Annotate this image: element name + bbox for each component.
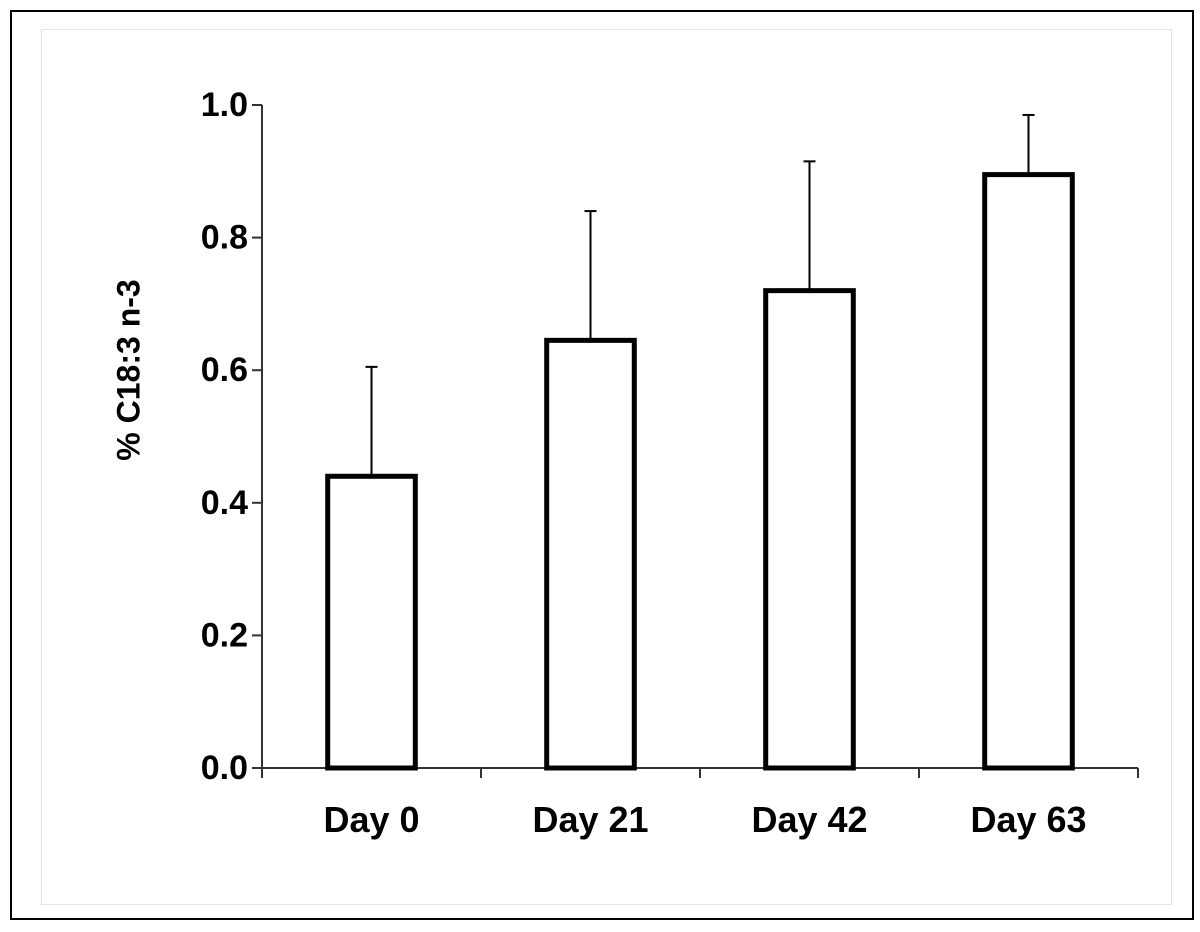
- y-tick-label: 0.0: [201, 749, 248, 787]
- y-ticks: 0.0 0.2 0.4 0.6 0.8 1.0: [201, 86, 262, 787]
- bar-day-0: [325, 473, 418, 771]
- bar-day-42: [763, 288, 856, 771]
- y-tick-label: 0.2: [201, 616, 248, 654]
- x-ticks: [261, 768, 1139, 778]
- bars: [325, 113, 1075, 771]
- plot-area-border: [41, 29, 1172, 905]
- y-tick-label: 1.0: [201, 86, 248, 124]
- y-axis-label: % C18:3 n-3: [110, 279, 146, 460]
- bar-day-63: [982, 172, 1075, 771]
- category-label: Day 63: [970, 799, 1086, 840]
- category-label: Day 0: [323, 799, 419, 840]
- y-tick-label: 0.4: [201, 484, 248, 522]
- y-tick-label: 0.8: [201, 219, 248, 257]
- bar-day-21: [544, 337, 637, 771]
- category-label: Day 21: [532, 799, 648, 840]
- category-label: Day 42: [751, 799, 867, 840]
- y-tick-label: 0.6: [201, 351, 248, 389]
- category-labels: Day 0 Day 21 Day 42 Day 63: [323, 799, 1086, 840]
